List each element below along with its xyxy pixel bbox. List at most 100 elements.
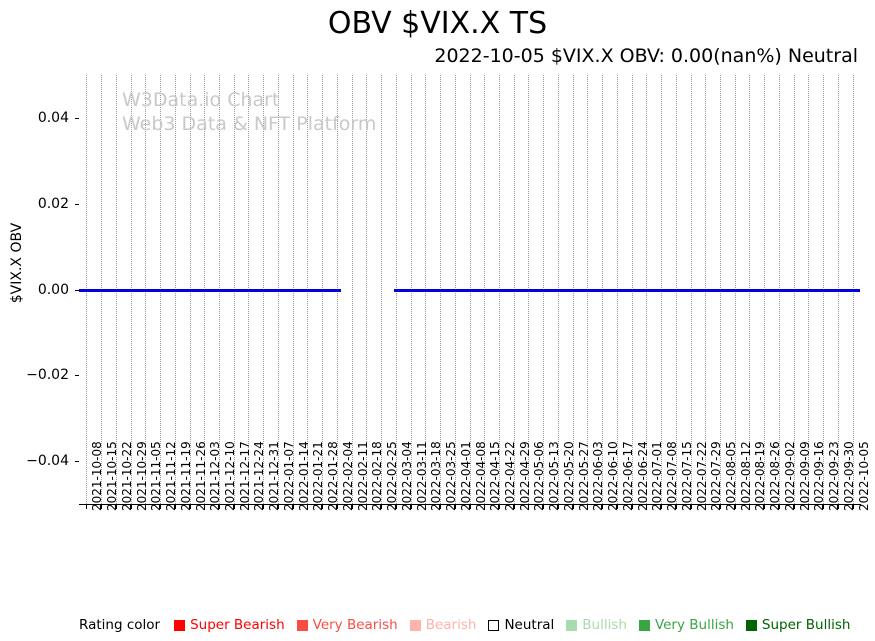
x-axis-tick	[587, 505, 589, 509]
data-line-segment	[79, 288, 341, 292]
x-axis-tick	[631, 505, 633, 509]
legend-swatch-icon	[638, 619, 650, 631]
x-axis-tick	[454, 505, 456, 509]
x-axis-tick-label: 2022-04-22	[502, 441, 517, 511]
x-axis-tick	[616, 505, 618, 509]
x-axis-tick-label: 2022-06-03	[591, 441, 606, 511]
legend-label: Super Bearish	[190, 617, 285, 633]
legend-item-neutral[interactable]: Neutral	[488, 617, 554, 633]
y-axis-tick	[75, 118, 79, 119]
x-axis-tick	[557, 505, 559, 509]
legend-label: Neutral	[504, 617, 555, 633]
x-axis-tick-label: 2022-01-14	[296, 441, 311, 511]
x-axis-tick-label: 2022-09-09	[797, 441, 812, 511]
x-axis-tick-label: 2022-02-04	[340, 441, 355, 511]
x-axis-tick-label: 2021-12-10	[222, 441, 237, 511]
legend-swatch-icon	[488, 619, 500, 631]
x-axis-tick-label: 2021-10-29	[134, 441, 149, 511]
x-axis-tick	[469, 505, 471, 509]
gridline	[351, 75, 353, 504]
x-axis-tick	[572, 505, 574, 509]
x-axis-tick-label: 2022-05-20	[561, 441, 576, 511]
x-axis-tick	[410, 505, 412, 509]
x-axis-tick	[661, 505, 663, 509]
y-axis-tick-label: 0.04	[37, 110, 69, 126]
x-axis-tick-label: 2022-03-25	[444, 441, 459, 511]
x-axis-tick-label: 2022-09-23	[827, 441, 842, 511]
legend-item-bullish[interactable]: Bullish	[566, 617, 627, 633]
x-axis-tick	[675, 505, 677, 509]
legend-item-very-bearish[interactable]: Very Bearish	[296, 617, 398, 633]
x-axis-tick	[513, 505, 515, 509]
x-axis-tick	[602, 505, 604, 509]
x-axis-tick-label: 2021-10-08	[90, 441, 105, 511]
x-axis-tick-label: 2022-05-27	[576, 441, 591, 511]
x-axis-tick	[366, 505, 368, 509]
x-axis-tick-label: 2021-11-12	[164, 441, 179, 511]
x-axis-tick-label: 2021-11-05	[149, 441, 164, 511]
x-axis-tick	[425, 505, 427, 509]
x-axis-tick-label: 2022-10-05	[856, 441, 871, 511]
x-axis-tick-label: 2022-02-11	[355, 441, 370, 511]
legend-label: Very Bearish	[312, 617, 398, 633]
x-axis-tick	[734, 505, 736, 509]
legend: Rating color Super Bearish Very Bearish Be…	[79, 614, 869, 636]
x-axis-tick	[690, 505, 692, 509]
y-axis-tick-label: 0.00	[37, 282, 69, 298]
x-axis-tick	[204, 505, 206, 509]
x-axis-tick	[336, 505, 338, 509]
legend-label: Bearish	[425, 617, 477, 633]
x-axis-tick	[145, 505, 147, 509]
x-axis-tick-label: 2022-01-21	[311, 441, 326, 511]
legend-item-bearish[interactable]: Bearish	[409, 617, 477, 633]
x-axis-tick	[528, 505, 530, 509]
x-axis-tick-label: 2021-12-03	[208, 441, 223, 511]
legend-items: Super Bearish Very Bearish Bearish Neutral B…	[174, 617, 862, 633]
legend-item-super-bullish[interactable]: Super Bullish	[745, 617, 850, 633]
x-axis-tick-label: 2022-09-30	[841, 441, 856, 511]
x-axis-tick	[705, 505, 707, 509]
legend-swatch-icon	[296, 619, 308, 631]
x-axis-tick-label: 2021-12-17	[237, 441, 252, 511]
x-axis-tick	[292, 505, 294, 509]
x-axis-tick-label: 2021-12-24	[252, 441, 267, 511]
x-axis-tick-label: 2022-07-01	[650, 441, 665, 511]
x-axis-spine	[79, 504, 861, 505]
x-axis-tick	[189, 505, 191, 509]
x-axis-tick-label: 2022-04-29	[517, 441, 532, 511]
x-axis-tick	[778, 505, 780, 509]
x-axis-tick-label: 2021-10-15	[105, 441, 120, 511]
x-axis-tick	[543, 505, 545, 509]
y-axis-tick	[75, 290, 79, 291]
chart-subtitle: 2022-10-05 $VIX.X OBV: 0.00(nan%) Neutra…	[434, 45, 858, 67]
x-axis-tick	[233, 505, 235, 509]
x-axis-tick-label: 2022-02-25	[385, 441, 400, 511]
data-line-segment	[394, 288, 860, 292]
legend-label: Very Bullish	[654, 617, 734, 633]
x-axis-tick	[646, 505, 648, 509]
x-axis-tick-label: 2022-03-04	[399, 441, 414, 511]
legend-item-super-bearish[interactable]: Super Bearish	[174, 617, 285, 633]
x-axis-tick	[381, 505, 383, 509]
x-axis-tick-label: 2022-08-26	[768, 441, 783, 511]
x-axis-tick-label: 2021-10-22	[119, 441, 134, 511]
y-axis-label: $VIX.X OBV	[9, 222, 25, 304]
x-axis-tick-label: 2022-01-07	[281, 441, 296, 511]
x-axis-tick-label: 2022-05-06	[532, 441, 547, 511]
x-axis-tick-label: 2022-01-28	[326, 441, 341, 511]
x-axis-tick-label: 2022-07-22	[694, 441, 709, 511]
x-axis-tick-label: 2022-03-18	[429, 441, 444, 511]
x-axis-tick	[218, 505, 220, 509]
x-axis-tick-label: 2022-06-24	[635, 441, 650, 511]
legend-swatch-icon	[566, 619, 578, 631]
gridline	[366, 75, 368, 504]
legend-swatch-icon	[745, 619, 757, 631]
x-axis-tick-label: 2022-06-17	[620, 441, 635, 511]
x-axis-tick	[395, 505, 397, 509]
x-axis-tick	[823, 505, 825, 509]
x-axis-tick	[248, 505, 250, 509]
x-axis-tick	[498, 505, 500, 509]
legend-item-very-bullish[interactable]: Very Bullish	[638, 617, 734, 633]
x-axis-tick	[351, 505, 353, 509]
x-axis-tick	[86, 505, 88, 509]
